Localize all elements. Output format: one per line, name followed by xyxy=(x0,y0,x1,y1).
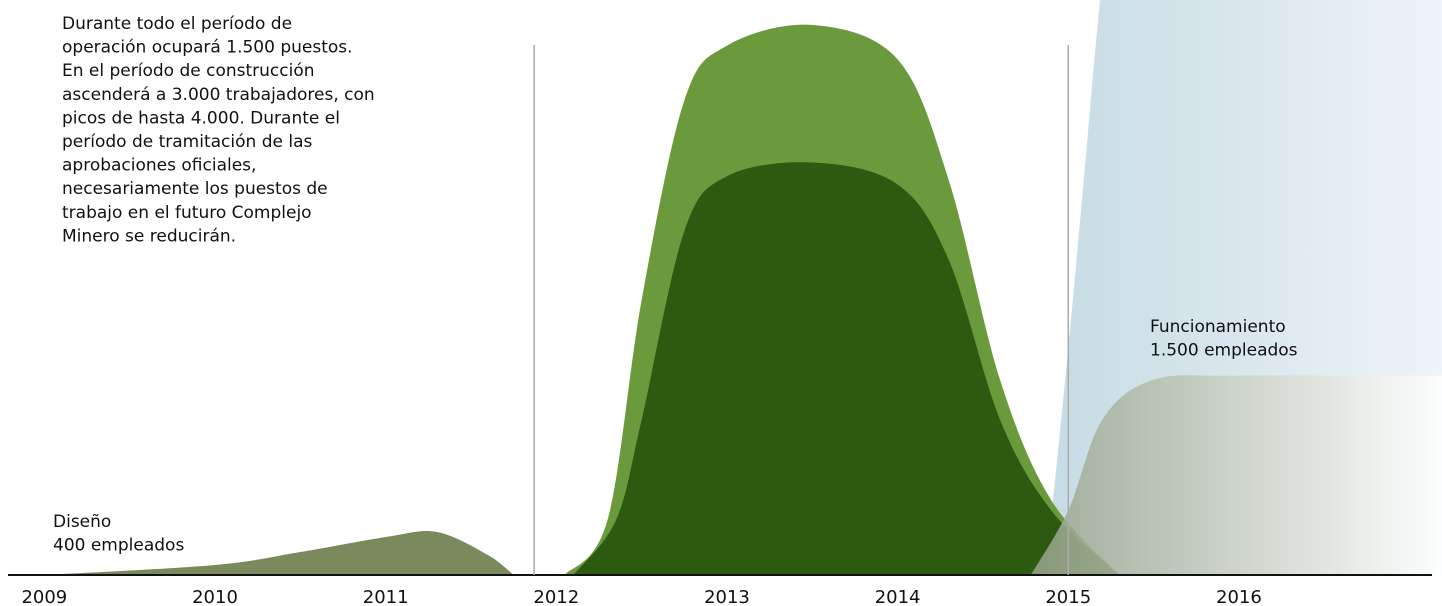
x-tick-label: 2014 xyxy=(875,587,921,606)
annotation: En el período de construcción xyxy=(62,61,315,81)
area xyxy=(44,531,514,575)
annotation: 1.500 empleados xyxy=(1150,341,1298,361)
annotation: Funcionamiento xyxy=(1150,317,1286,337)
area xyxy=(1030,375,1442,575)
annotation: Diseño xyxy=(53,512,111,532)
annotation: Minero se reducirán. xyxy=(62,226,236,246)
x-tick-label: 2016 xyxy=(1216,587,1262,606)
annotation: 400 empleados xyxy=(53,536,184,556)
annotation: Durante todo el período de xyxy=(62,14,292,34)
x-tick-label: 2012 xyxy=(533,587,579,606)
x-tick-label: 2009 xyxy=(21,587,67,606)
x-tick-label: 2011 xyxy=(363,587,409,606)
x-tick-label: 2010 xyxy=(192,587,238,606)
x-tick-label: 2013 xyxy=(704,587,750,606)
x-tick-label: 2015 xyxy=(1045,587,1091,606)
annotation: aprobaciones oficiales, xyxy=(62,156,256,176)
annotation: ascenderá a 3.000 trabajadores, con xyxy=(62,85,375,105)
annotation: trabajo en el futuro Complejo xyxy=(62,203,312,223)
annotation: picos de hasta 4.000. Durante el xyxy=(62,108,340,128)
annotation: necesariamente los puestos de xyxy=(62,179,328,199)
area xyxy=(573,162,1120,576)
annotation: operación ocupará 1.500 puestos. xyxy=(62,38,353,58)
annotation: período de tramitación de las xyxy=(62,132,312,152)
